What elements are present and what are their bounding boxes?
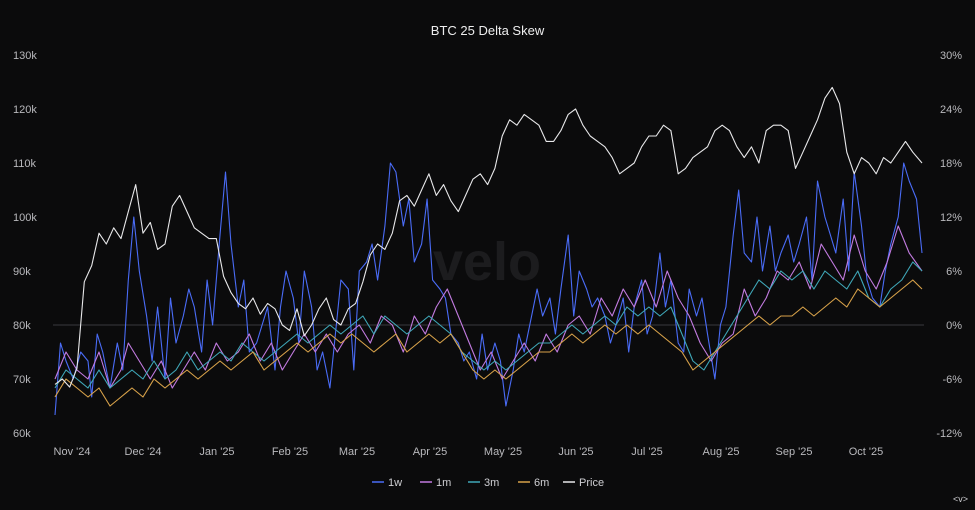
right-tick-label: 30% [940, 50, 962, 62]
x-tick-label: Oct '25 [849, 446, 884, 458]
legend-item-3m[interactable]: 3m [468, 477, 499, 489]
right-tick-label: -6% [942, 374, 962, 386]
legend-item-1w[interactable]: 1w [372, 477, 402, 489]
x-tick-label: Feb '25 [272, 446, 308, 458]
left-tick-label: 100k [13, 212, 37, 224]
chart-title: BTC 25 Delta Skew [431, 23, 545, 38]
x-axis-ticks: Nov '24 Dec '24 Jan '25 Feb '25 Mar '25 Apr '… [54, 446, 884, 458]
left-tick-label: 120k [13, 104, 37, 116]
left-tick-label: 80k [13, 320, 31, 332]
x-tick-label: Jan '25 [199, 446, 234, 458]
right-tick-label: 24% [940, 104, 962, 116]
x-tick-label: Jul '25 [631, 446, 662, 458]
series-line-price [54, 86, 923, 388]
right-tick-label: -12% [936, 428, 962, 440]
legend-label: Price [579, 477, 604, 489]
left-axis-ticks: 60k 70k 80k 90k 100k 110k 120k 130k [13, 50, 37, 440]
left-tick-label: 130k [13, 50, 37, 62]
x-tick-label: Aug '25 [703, 446, 740, 458]
legend-item-price[interactable]: Price [563, 477, 604, 489]
legend[interactable]: 1w 1m 3m 6m Price [372, 477, 604, 489]
left-tick-label: 90k [13, 266, 31, 278]
left-tick-label: 60k [13, 428, 31, 440]
legend-label: 6m [534, 477, 549, 489]
right-tick-label: 6% [946, 266, 962, 278]
x-tick-label: Jun '25 [558, 446, 593, 458]
x-tick-label: May '25 [484, 446, 522, 458]
legend-label: 1m [436, 477, 451, 489]
corner-nav-icon[interactable]: <v> [953, 494, 968, 504]
series-line-6m [54, 279, 923, 407]
legend-label: 1w [388, 477, 402, 489]
right-axis-ticks: -12% -6% 0% 6% 12% 18% 24% 30% [936, 50, 962, 440]
series-line-1m [54, 225, 923, 389]
x-tick-label: Mar '25 [339, 446, 375, 458]
series-line-1w [54, 162, 923, 416]
x-tick-label: Nov '24 [54, 446, 91, 458]
left-tick-label: 110k [13, 158, 37, 170]
right-tick-label: 18% [940, 158, 962, 170]
x-tick-label: Sep '25 [776, 446, 813, 458]
legend-label: 3m [484, 477, 499, 489]
x-tick-label: Apr '25 [413, 446, 448, 458]
right-tick-label: 0% [946, 320, 962, 332]
left-tick-label: 70k [13, 374, 31, 386]
legend-item-6m[interactable]: 6m [518, 477, 549, 489]
legend-item-1m[interactable]: 1m [420, 477, 451, 489]
velo-watermark: velo [433, 232, 541, 292]
right-tick-label: 12% [940, 212, 962, 224]
x-tick-label: Dec '24 [125, 446, 162, 458]
series-line-3m [54, 261, 923, 389]
series-lines [54, 86, 923, 416]
